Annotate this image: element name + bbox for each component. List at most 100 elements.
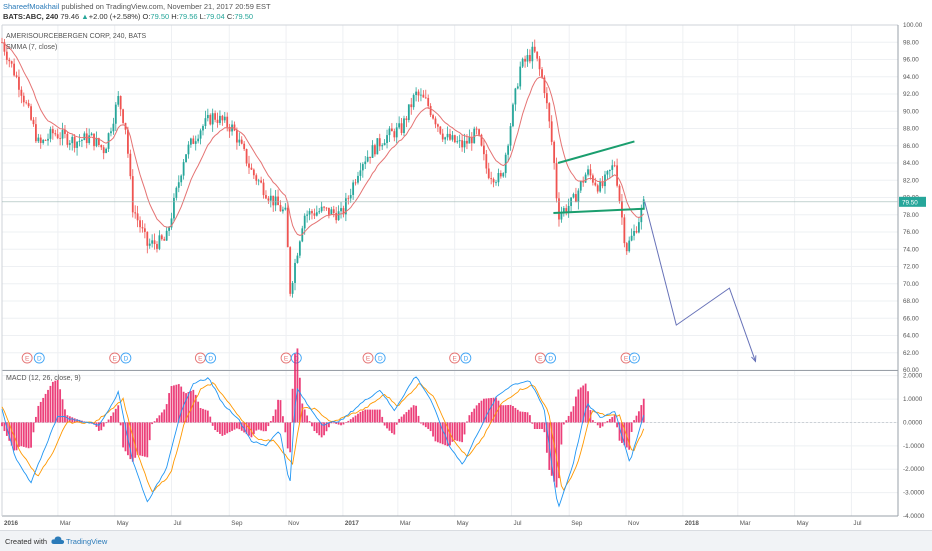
last-price: 79.46 [60,12,80,21]
price-chart-canvas[interactable]: 2016 Mar May Jul Sep Nov 2017 Mar May Jul Sep Nov 20… [0,22,932,530]
price-y-tick-label: 60.00 [903,367,919,374]
macd-histogram-bar [400,416,403,423]
macd-histogram-bar [71,417,74,423]
candle-body [25,102,28,104]
candle-body [22,95,25,103]
macd-histogram-bar [211,422,214,426]
candle-body [146,231,149,246]
macd-histogram-bar [432,422,434,437]
author-link[interactable]: ShareefMoakhail [3,2,60,11]
candle-body [381,145,384,147]
macd-histogram-bar [541,422,543,429]
macd-histogram-bar [221,422,224,436]
candle-body [66,133,69,145]
ohlc-open-label: O: [142,12,151,21]
candle-body [386,135,388,143]
dividend-marker-icon[interactable] [290,352,302,364]
macd-histogram-bar [545,422,548,453]
x-tick-label: Nov [288,520,300,527]
candle-body [318,211,321,213]
macd-histogram-bar [495,397,497,423]
candle-body [427,97,430,106]
candle-body [463,140,466,148]
macd-histogram-bar [594,422,597,423]
x-tick-label: Mar [740,520,751,527]
candle-body [320,206,323,212]
macd-histogram-bar [136,422,139,455]
x-tick-label: Sep [231,520,243,527]
macd-histogram-bar [97,422,100,431]
publish-text: published on TradingView.com, November 2… [59,2,271,11]
macd-histogram-bar [134,422,137,458]
candle-body [490,178,493,180]
macd-histogram-bar [531,422,534,424]
macd-histogram-bar [483,398,485,423]
candle-body [107,133,110,149]
macd-histogram-bar [223,422,226,435]
macd-histogram-bar [577,389,580,423]
macd-histogram-bar [422,422,425,426]
macd-histogram-bar [158,415,161,423]
candle-body [417,91,420,96]
x-tick-label: May [457,520,470,527]
macd-histogram-bar [255,422,258,431]
macd-histogram-bar [616,422,618,428]
macd-histogram-bar [596,422,599,426]
candle-body [461,140,464,148]
macd-histogram-bar [504,405,507,423]
macd-histogram-bar [604,422,606,424]
candle-body [177,182,180,188]
earnings-marker-icon[interactable] [449,352,461,364]
candle-body [560,213,563,220]
macd-histogram-bar [49,385,52,423]
dividend-marker-icon[interactable] [460,352,472,364]
macd-histogram-bar [3,422,6,432]
dividend-marker-icon[interactable] [374,352,386,364]
candle-body [296,255,299,263]
earnings-marker-icon[interactable] [21,352,33,364]
macd-histogram-bar [15,422,18,451]
trendline[interactable] [557,140,635,164]
dividend-marker-icon[interactable] [205,352,217,364]
candle-body [369,156,371,158]
price-y-tick-label: 98.00 [903,39,919,46]
projection-path[interactable] [644,201,756,362]
candle-body [596,185,599,192]
macd-histogram-bar [323,422,325,436]
candle-body [189,138,192,145]
earnings-marker-icon[interactable] [362,352,374,364]
candle-body [337,211,340,221]
candle-body [255,175,258,181]
tradingview-brand[interactable]: TradingView [66,537,108,546]
dividend-marker-icon[interactable] [628,352,640,364]
candle-body [279,205,282,212]
candle-body [151,240,154,244]
candle-body [451,135,454,140]
macd-histogram-bar [354,415,357,423]
dividend-marker-icon[interactable] [33,352,45,364]
earnings-marker-label: E [112,355,117,362]
candle-body [56,134,59,139]
macd-histogram-bar [424,422,427,428]
candle-body [54,133,57,135]
dividend-marker-icon[interactable] [120,352,132,364]
trendline[interactable] [553,207,645,215]
candle-body [424,97,427,99]
candle-body [37,137,40,142]
dividend-marker-label: D [208,355,213,362]
dividend-marker-icon[interactable] [545,352,557,364]
macd-histogram-bar [156,418,158,423]
candle-body [105,148,108,154]
macd-histogram-bar [436,422,439,443]
ohlc-low-label: L: [199,12,206,21]
earnings-marker-icon[interactable] [109,352,121,364]
macd-histogram-bar [584,383,587,423]
x-tick-label: Sep [571,520,583,527]
macd-histogram-bar [567,415,570,423]
candle-body [173,197,175,219]
candle-body [112,123,115,132]
macd-histogram-bar [429,422,432,432]
candle-body [277,196,279,206]
macd-histogram-bar [582,385,585,423]
macd-histogram-bar [628,422,631,450]
